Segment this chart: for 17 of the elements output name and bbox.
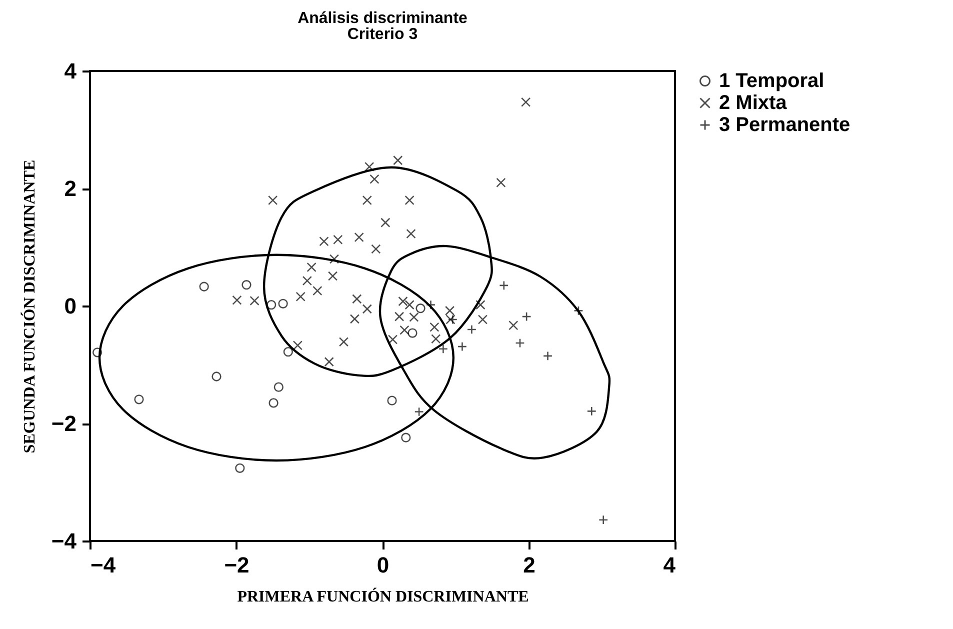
legend-label: 1 Temporal xyxy=(719,70,824,92)
x-tick-label: 0 xyxy=(376,552,390,578)
x-axis-title: PRIMERA FUNCIÓN DISCRIMINANTE xyxy=(237,588,529,606)
y-tick-label: 4 xyxy=(64,58,78,84)
y-tick-label: −4 xyxy=(51,528,78,554)
x-tick-label: 4 xyxy=(663,552,676,578)
chart-title: Análisis discriminante xyxy=(298,10,468,27)
chart-subtitle: Criterio 3 xyxy=(347,26,418,43)
x-tick-label: 2 xyxy=(523,552,536,578)
legend-label: 3 Permanente xyxy=(719,114,850,136)
legend-label: 2 Mixta xyxy=(719,92,788,114)
x-tick-label: −2 xyxy=(224,552,250,578)
y-axis-title: SEGUNDA FUNCIÓN DISCRIMINANTE xyxy=(20,160,38,454)
y-tick-label: 0 xyxy=(64,294,76,318)
y-tick-label: −2 xyxy=(51,411,76,436)
x-tick-label: −4 xyxy=(90,552,116,578)
y-tick-label: 2 xyxy=(64,176,76,201)
